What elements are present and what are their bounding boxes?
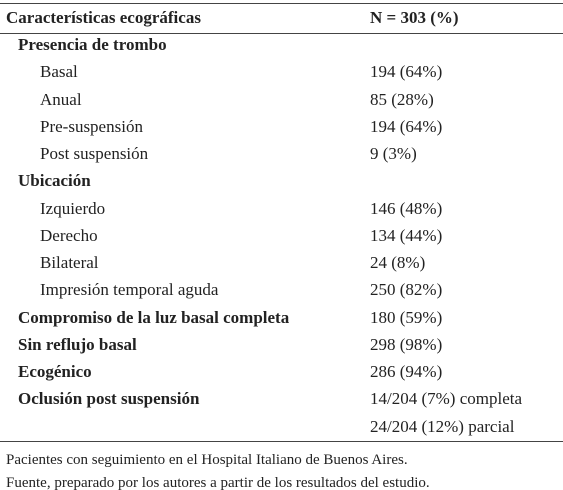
row-label: Derecho — [40, 225, 98, 245]
row-label: Pre-suspensión — [40, 116, 143, 136]
note: Fuente, preparado por los autores a part… — [6, 475, 430, 490]
header-cell: N = 303 (%) — [370, 8, 459, 27]
row-label: Oclusión post suspensión — [18, 389, 200, 409]
row-value: 194 (64%) — [370, 116, 443, 136]
header-rule — [0, 33, 563, 34]
row-label: Impresión temporal aguda — [40, 280, 219, 300]
row-value: 134 (44%) — [370, 225, 443, 245]
row-label: Presencia de trombo — [18, 35, 167, 54]
row-value: 24 (8%) — [370, 253, 426, 272]
row-label: Bilateral — [40, 253, 99, 272]
row-value: 286 (94%) — [370, 362, 443, 381]
row-value: 146 (48%) — [370, 198, 443, 218]
top-rule — [0, 3, 563, 4]
row-label: Ecogénico — [18, 362, 92, 381]
row-value: 9 (3%) — [370, 144, 417, 163]
row-value: 180 (59%) — [370, 307, 443, 327]
row-value: 14/204 (7%) completa — [370, 389, 523, 409]
row-value: 194 (64%) — [370, 62, 443, 82]
row-value: 24/204 (12%) parcial — [370, 416, 515, 436]
note: Pacientes con seguimiento en el Hospital… — [6, 452, 408, 468]
row-label: Compromiso de la luz basal completa — [18, 307, 290, 327]
row-label: Post suspensión — [40, 144, 149, 163]
row-label: Sin reflujo basal — [18, 334, 137, 354]
row-label: Basal — [40, 62, 78, 82]
row-label: Ubicación — [18, 171, 91, 191]
row-label: Izquierdo — [40, 198, 106, 218]
row-value: 250 (82%) — [370, 280, 443, 300]
row-label: Anual — [40, 89, 82, 109]
header-cell: Características ecográficas — [6, 8, 201, 27]
row-value: 298 (98%) — [370, 334, 443, 354]
row-value: 85 (28%) — [370, 89, 434, 109]
bottom-rule — [0, 441, 563, 442]
